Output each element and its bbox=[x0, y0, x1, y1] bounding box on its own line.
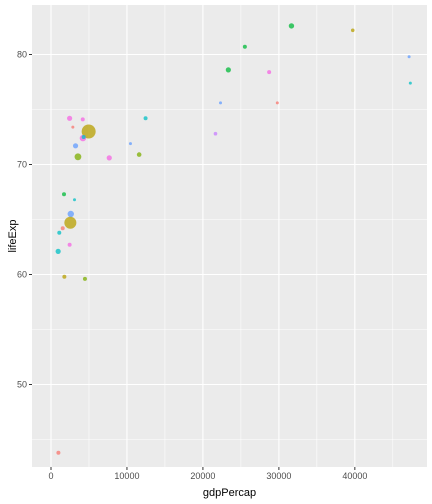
data-point bbox=[80, 117, 85, 122]
data-point bbox=[242, 44, 247, 49]
data-points bbox=[55, 23, 412, 455]
x-tick-label: 20000 bbox=[190, 471, 215, 481]
y-axis-ticks: 50 60 70 80 bbox=[17, 50, 32, 390]
data-point bbox=[81, 135, 86, 139]
data-point bbox=[143, 116, 148, 121]
data-point bbox=[288, 23, 295, 29]
y-tick-label: 60 bbox=[17, 270, 27, 280]
data-point bbox=[57, 230, 62, 235]
data-point bbox=[67, 242, 72, 247]
data-point bbox=[225, 67, 231, 73]
x-tick-label: 10000 bbox=[114, 471, 139, 481]
data-point bbox=[56, 450, 61, 455]
data-point bbox=[55, 248, 61, 254]
data-point bbox=[82, 276, 87, 281]
y-tick-label: 50 bbox=[17, 380, 27, 390]
data-point bbox=[62, 274, 67, 279]
minor-gridlines bbox=[32, 5, 427, 467]
data-point bbox=[275, 101, 279, 105]
data-point bbox=[350, 28, 355, 33]
plot-panel bbox=[32, 5, 427, 467]
data-point bbox=[62, 192, 67, 197]
x-axis-ticks: 0 10000 20000 30000 40000 bbox=[48, 467, 367, 481]
data-point bbox=[64, 216, 77, 229]
data-point bbox=[213, 131, 218, 136]
major-gridlines bbox=[32, 5, 427, 467]
data-point bbox=[408, 81, 412, 85]
data-point bbox=[72, 143, 79, 149]
data-point bbox=[71, 125, 75, 129]
data-point bbox=[267, 70, 272, 75]
data-point bbox=[81, 124, 96, 139]
x-tick-label: 30000 bbox=[266, 471, 291, 481]
data-point bbox=[407, 55, 411, 59]
data-point bbox=[219, 101, 223, 105]
data-point bbox=[67, 115, 73, 121]
data-point bbox=[67, 210, 74, 218]
y-tick-label: 80 bbox=[17, 50, 27, 60]
data-point bbox=[128, 142, 132, 146]
x-tick-label: 40000 bbox=[342, 471, 367, 481]
data-point bbox=[136, 152, 142, 157]
data-point bbox=[74, 153, 82, 161]
data-point bbox=[106, 155, 112, 161]
x-axis-title: gdpPercap bbox=[203, 487, 256, 499]
x-tick-label: 0 bbox=[48, 471, 53, 481]
y-tick-label: 70 bbox=[17, 160, 27, 170]
data-point bbox=[60, 226, 65, 231]
y-axis-title: lifeExp bbox=[7, 219, 19, 252]
data-point bbox=[73, 198, 77, 202]
